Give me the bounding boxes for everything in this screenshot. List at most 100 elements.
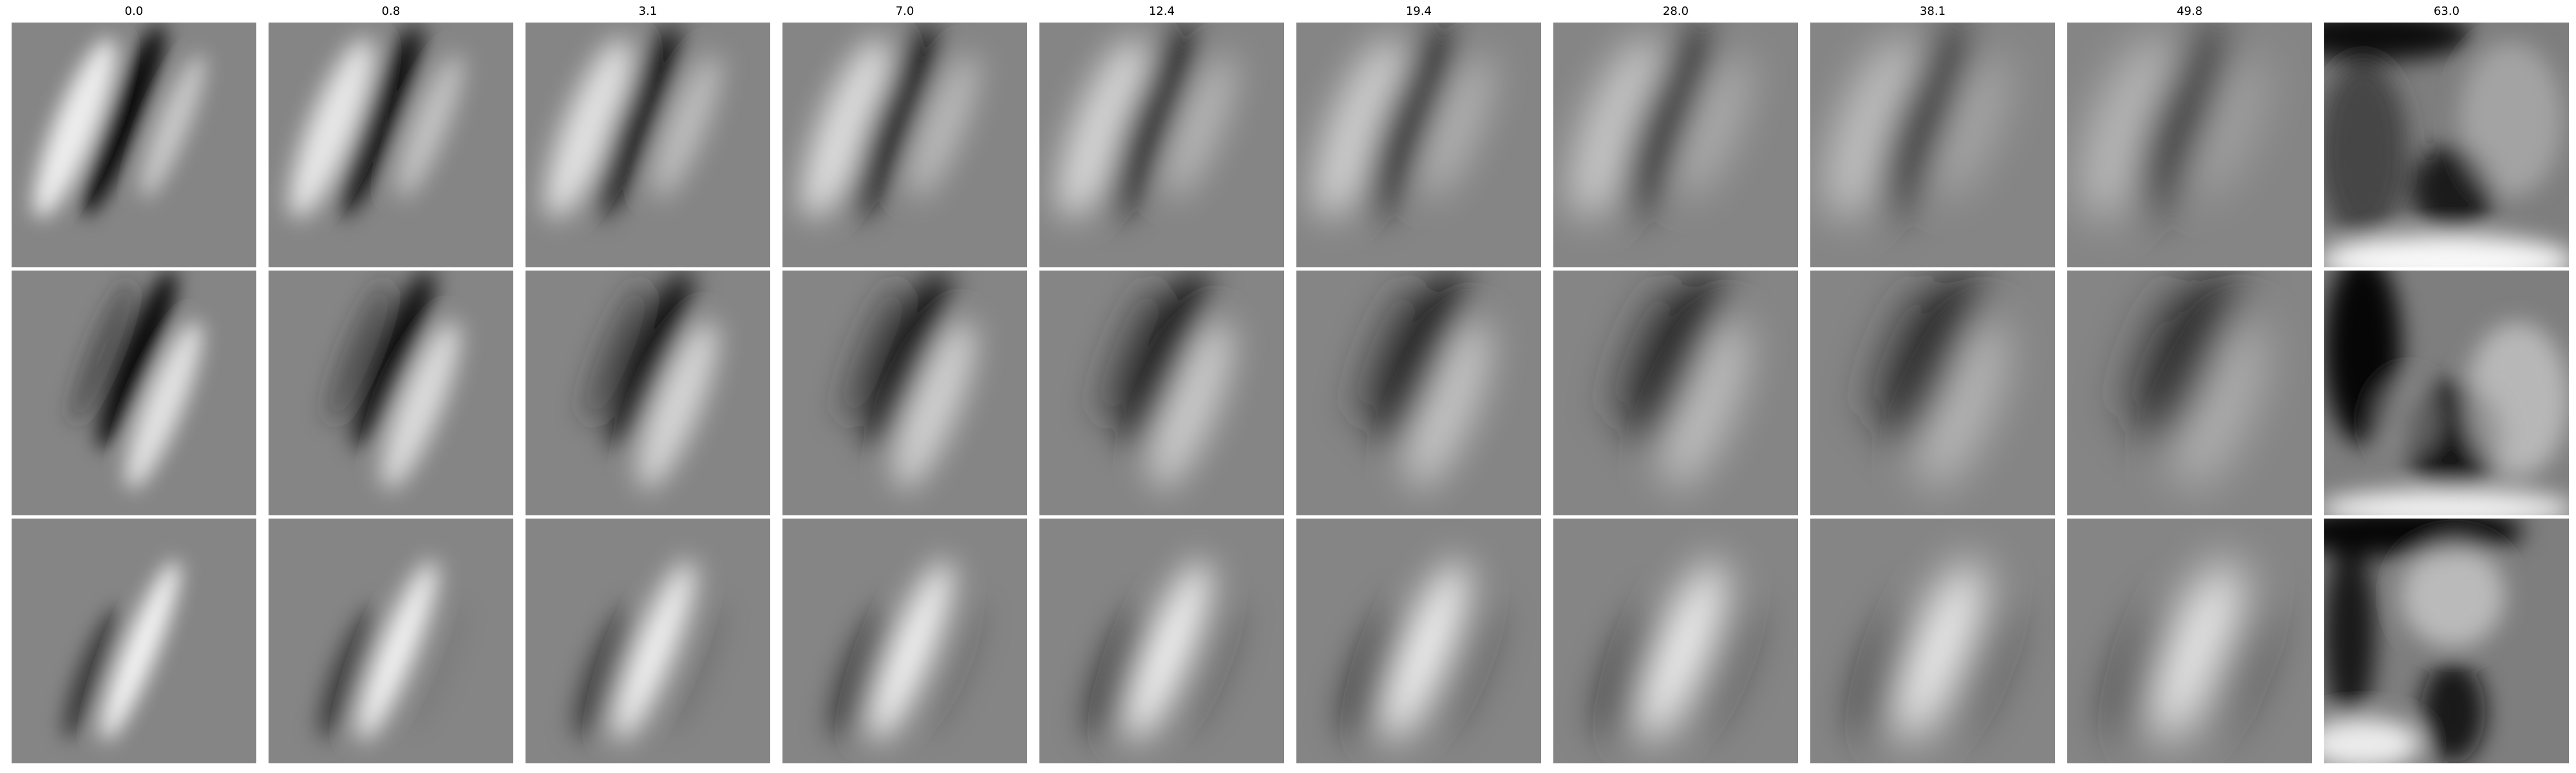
filter-blob [33, 38, 117, 218]
filter-blob [1363, 23, 1453, 216]
filter-blob [1875, 23, 1969, 216]
filter-blob [2121, 280, 2193, 425]
filter-blob [1639, 560, 1725, 741]
filter-blob [1609, 280, 1678, 425]
filter-blob [289, 37, 374, 218]
filter-blob [357, 560, 437, 741]
filter-blob [1935, 53, 2009, 198]
filter-tile-r3-c8 [1810, 519, 2055, 763]
filter-blob [802, 37, 890, 218]
filter-blob [2113, 606, 2184, 740]
filter-tile-r2-c6 [1296, 271, 1541, 515]
filter-blob [1379, 271, 1464, 450]
filter-blob [2324, 235, 2569, 267]
filter-blob [140, 53, 205, 198]
filter-tile-r2-c9 [2067, 271, 2312, 515]
filter-blob [1636, 271, 1722, 450]
filter-image [1296, 271, 1541, 515]
filter-blob [2324, 519, 2524, 557]
filter-blob [840, 280, 906, 425]
filter-tile-r1-c9 [2067, 23, 2312, 267]
filter-blob [327, 280, 391, 425]
filter-blob [1619, 23, 1711, 216]
filter-blob [381, 321, 460, 490]
filter-image [1296, 519, 1541, 763]
filter-blob [125, 321, 202, 490]
filter-tile-r1-c3 [526, 23, 770, 267]
filter-blob [101, 560, 180, 741]
filter-blob [1895, 560, 1983, 741]
filter-blob [2324, 544, 2376, 725]
filter-image [526, 271, 770, 515]
filter-image [1296, 23, 1541, 267]
filter-image [2324, 271, 2569, 515]
filter-image [782, 519, 1027, 763]
filter-tile-r1-c7 [1553, 23, 1798, 267]
filter-image [1810, 271, 2055, 515]
filter-blob [922, 601, 984, 734]
filter-blob [2324, 23, 2472, 61]
filter-blob [70, 280, 134, 425]
filter-blob [666, 601, 727, 734]
column-title: 3.1 [638, 5, 658, 18]
column-title: 49.8 [2176, 5, 2203, 18]
filter-image [1553, 23, 1798, 267]
filter-blob [867, 271, 949, 450]
filter-image [269, 271, 513, 515]
filter-image [269, 23, 513, 267]
filter-blob [81, 24, 166, 216]
column-title: 7.0 [895, 5, 914, 18]
filter-image [2324, 23, 2569, 267]
filter-image [12, 519, 256, 763]
filter-blob [62, 607, 124, 740]
filter-tile-r2-c2 [269, 271, 513, 515]
filter-tile-r2-c3 [526, 271, 770, 515]
filter-image [782, 271, 1027, 515]
filter-blob [576, 607, 639, 740]
filter-tile-r3-c6 [1296, 519, 1541, 763]
filter-blob [2421, 660, 2485, 763]
filter-blob [850, 24, 938, 216]
column-title: 38.1 [1919, 5, 1946, 18]
filter-blob [1600, 607, 1669, 740]
column-title: 19.4 [1405, 5, 1432, 18]
filter-blob [2324, 718, 2421, 763]
filter-blob [1422, 53, 1493, 198]
filter-blob [2152, 560, 2240, 741]
filter-blob [894, 321, 976, 490]
filter-blob [545, 37, 632, 218]
filter-image [1553, 271, 1798, 515]
filter-blob [2174, 320, 2265, 490]
filter-blob [2132, 23, 2226, 216]
filter-blob [1678, 53, 1751, 198]
filter-image [2067, 519, 2312, 763]
filter-blob [2324, 61, 2408, 242]
filter-image [12, 271, 256, 515]
filter-blob [1435, 601, 1499, 734]
column-title: 28.0 [1662, 5, 1689, 18]
filter-blob [409, 601, 469, 734]
filter-blob [97, 271, 176, 450]
filter-image [2067, 271, 2312, 515]
filter-blob [1150, 321, 1233, 490]
filter-blob [1662, 320, 1749, 490]
filter-blob [832, 607, 896, 740]
filter-tile-r1-c10 [2324, 23, 2569, 267]
filter-image [1039, 519, 1284, 763]
filter-blob [2148, 271, 2237, 450]
filter-blob [1383, 560, 1468, 741]
filter-blob [1352, 280, 1421, 425]
filter-tile-r3-c9 [2067, 519, 2312, 763]
filter-blob [638, 321, 717, 490]
filter-image [2067, 23, 2312, 267]
filter-tile-r1-c2 [269, 23, 513, 267]
filter-tile-r2-c4 [782, 271, 1027, 515]
filter-blob [1406, 320, 1491, 490]
filter-image [2324, 519, 2569, 763]
filter-blob [1096, 280, 1163, 425]
filter-blob [319, 607, 381, 740]
filter-image [1039, 271, 1284, 515]
filter-image [1810, 519, 2055, 763]
filter-tile-r3-c2 [269, 519, 513, 763]
filter-tile-r3-c4 [782, 519, 1027, 763]
